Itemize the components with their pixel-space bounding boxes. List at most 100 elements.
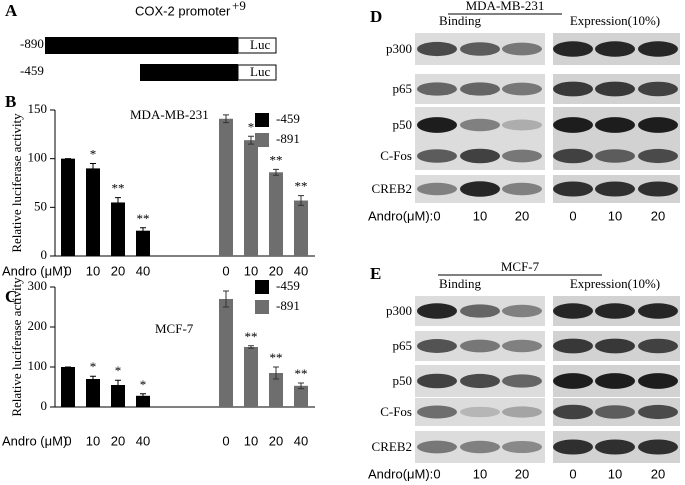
bar — [219, 299, 233, 407]
significance-label: ** — [137, 211, 150, 226]
dose-label: Andro(μM): — [368, 208, 433, 223]
dose-label: Andro(μM): — [368, 466, 433, 481]
significance-label: ** — [270, 152, 283, 167]
significance-label: * — [90, 147, 97, 162]
blot-band — [502, 42, 542, 56]
column-label: Binding — [439, 276, 481, 291]
blot-band — [553, 373, 593, 389]
blot-band — [502, 149, 542, 163]
x-axis-label: Andro (μM) — [2, 433, 67, 448]
reporter-box — [237, 64, 277, 81]
blot-band — [417, 41, 457, 57]
bar — [269, 172, 283, 256]
blot-band — [417, 149, 457, 163]
blot-band — [460, 339, 500, 353]
blot-band — [460, 82, 500, 96]
blot-band — [502, 182, 542, 196]
dose-value: 0 — [569, 208, 576, 223]
blot-band — [460, 406, 500, 418]
blot-band — [595, 81, 635, 97]
bar — [136, 230, 150, 256]
x-tick-label: 0 — [64, 263, 71, 278]
x-tick-label: 20 — [269, 433, 283, 448]
bar — [269, 373, 283, 407]
blot-band — [553, 148, 593, 164]
blot-band — [595, 149, 635, 163]
blot-band — [417, 303, 457, 319]
blot-band — [417, 339, 457, 353]
blot-band — [553, 338, 593, 354]
x-tick-label: 10 — [244, 263, 258, 278]
promoter-bar — [140, 64, 238, 81]
row-label: p300 — [386, 303, 412, 318]
bar — [111, 385, 125, 407]
error-bar — [140, 227, 146, 235]
panel-label: A — [5, 1, 18, 20]
blot-band — [553, 181, 593, 197]
blot-band — [595, 439, 635, 455]
x-tick-label: 0 — [64, 433, 71, 448]
blot-band — [595, 338, 635, 354]
reporter-box — [237, 37, 277, 54]
x-tick-label: 40 — [136, 433, 150, 448]
blot-band — [502, 82, 542, 96]
cell-line-label: MCF-7 — [501, 259, 540, 274]
bar — [61, 158, 75, 256]
y-tick-label: 100 — [28, 150, 48, 165]
error-bar — [115, 379, 121, 391]
x-tick-label: 20 — [111, 433, 125, 448]
x-tick-label: 0 — [222, 433, 229, 448]
blot-band — [417, 373, 457, 389]
y-tick-label: 100 — [28, 358, 48, 373]
blot-band — [638, 338, 678, 354]
blot-band — [417, 405, 457, 419]
y-axis-label: Relative luciferase activity — [9, 113, 24, 253]
chart-title: MCF-7 — [155, 321, 194, 336]
significance-label: ** — [112, 181, 125, 196]
row-label: CREB2 — [372, 181, 412, 196]
bar — [86, 379, 100, 407]
blot-band — [595, 117, 635, 133]
chart-title: MDA-MB-231 — [130, 107, 209, 122]
bar — [244, 347, 258, 407]
promoter-title: COX-2 promoter — [135, 3, 231, 18]
error-bar — [273, 168, 279, 176]
blot-band — [638, 81, 678, 97]
x-tick-label: 20 — [269, 263, 283, 278]
bar — [244, 140, 258, 256]
row-label: p65 — [393, 338, 413, 353]
error-bar — [90, 163, 96, 174]
legend-swatch — [255, 300, 269, 314]
row-label: p50 — [393, 117, 413, 132]
blot-band — [638, 41, 678, 57]
row-label: p65 — [393, 81, 413, 96]
x-tick-label: 40 — [294, 433, 308, 448]
panel-label: B — [5, 92, 16, 111]
promoter-bar — [45, 37, 238, 54]
significance-label: * — [248, 119, 255, 134]
bar — [294, 200, 308, 256]
x-tick-label: 0 — [222, 263, 229, 278]
column-label: Expression(10%) — [570, 13, 660, 28]
x-tick-label: 20 — [111, 263, 125, 278]
blot-band — [417, 182, 457, 196]
error-bar — [223, 114, 229, 124]
error-bar — [298, 382, 304, 390]
blot-band — [460, 440, 500, 454]
blot-band — [595, 405, 635, 419]
y-axis-label: Relative luciferase activity — [9, 277, 24, 417]
x-axis-label: Andro (μM) — [2, 263, 67, 278]
y-tick-label: 300 — [28, 278, 48, 293]
blot-band — [460, 373, 500, 389]
blot-band — [417, 82, 457, 96]
cell-line-label: MDA-MB-231 — [466, 0, 545, 13]
significance-label: * — [140, 377, 147, 392]
blot-band — [417, 117, 457, 133]
blot-band — [553, 439, 593, 455]
dose-value: 20 — [515, 466, 529, 481]
dose-value: 0 — [569, 466, 576, 481]
error-bar — [140, 393, 146, 399]
blot-band — [638, 148, 678, 164]
blot-band — [502, 304, 542, 318]
